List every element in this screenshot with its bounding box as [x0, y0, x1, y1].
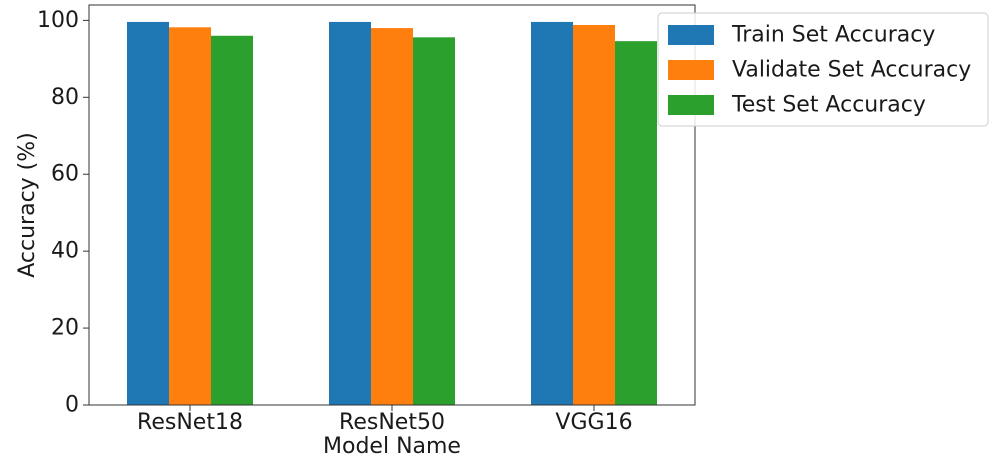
y-tick-label: 20 — [51, 316, 79, 341]
legend-label: Test Set Accuracy — [731, 93, 926, 118]
y-tick-label: 80 — [51, 85, 79, 110]
legend-swatch — [668, 25, 714, 45]
bar — [211, 35, 253, 406]
bar — [127, 21, 169, 406]
legend-swatch — [668, 60, 714, 80]
x-tick-label: ResNet50 — [339, 410, 445, 435]
y-axis-title: Accuracy (%) — [15, 132, 40, 278]
legend-box — [657, 12, 989, 127]
y-tick-label: 0 — [65, 393, 79, 418]
bar — [413, 37, 455, 406]
bar — [371, 28, 413, 405]
y-tick-label: 60 — [51, 162, 79, 187]
bars-group — [127, 21, 657, 406]
legend-swatch — [668, 95, 714, 115]
bar — [329, 21, 371, 406]
x-tick-label: VGG16 — [555, 410, 632, 435]
x-axis: ResNet18 ResNet50 VGG16 — [137, 405, 633, 435]
x-tick-label: ResNet18 — [137, 410, 243, 435]
bar — [615, 41, 657, 406]
y-tick-label: 40 — [51, 239, 79, 264]
x-axis-title: Model Name — [323, 434, 461, 459]
bar — [531, 21, 573, 406]
legend-label: Validate Set Accuracy — [732, 58, 971, 83]
bar — [573, 25, 615, 405]
y-axis: 0 20 40 60 80 100 — [37, 8, 89, 418]
legend: Train Set Accuracy Validate Set Accuracy T… — [657, 12, 989, 127]
bar — [169, 27, 211, 406]
y-tick-label: 100 — [37, 8, 79, 33]
legend-label: Train Set Accuracy — [731, 23, 935, 48]
